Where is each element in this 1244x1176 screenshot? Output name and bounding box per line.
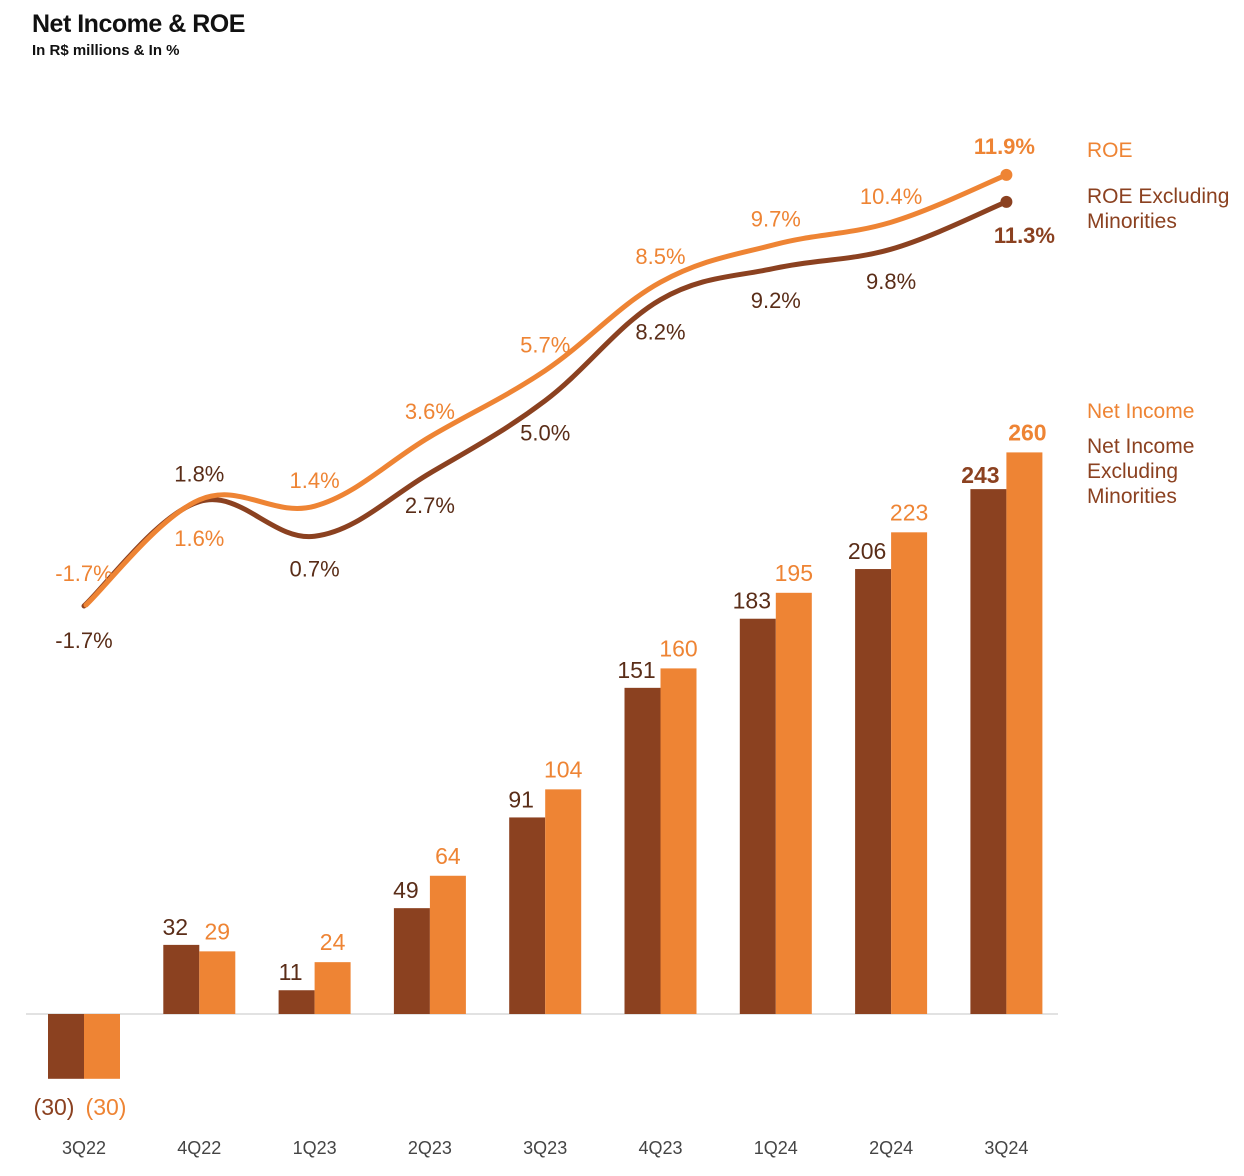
bar-net-income bbox=[84, 1014, 120, 1079]
line-roe-excluding-minorities-end-point bbox=[1000, 195, 1013, 208]
bar-label-ni-excluding-minorities: 206 bbox=[848, 538, 886, 564]
bar-ni-excluding-minorities bbox=[393, 908, 430, 1014]
line-roe-end-point bbox=[1000, 168, 1013, 181]
bar-ni-excluding-minorities bbox=[278, 990, 315, 1014]
roe-excluding-minorities-label: 5.0% bbox=[520, 421, 570, 446]
bar-ni-excluding-minorities bbox=[163, 944, 200, 1014]
roe-label: 1.4% bbox=[290, 468, 340, 493]
roe-label: 9.7% bbox=[751, 206, 801, 231]
bar-label-ni-excluding-minorities: 11 bbox=[279, 959, 303, 985]
roe-label: -1.7% bbox=[55, 561, 112, 586]
roe-excluding-minorities-label: 2.7% bbox=[405, 493, 455, 518]
category-label: 4Q23 bbox=[638, 1138, 682, 1158]
roe-label: 10.4% bbox=[860, 184, 922, 209]
bar-net-income bbox=[199, 951, 236, 1014]
bar-label-ni-excluding-minorities: 243 bbox=[961, 462, 999, 488]
roe-label: 3.6% bbox=[405, 399, 455, 424]
roe-excluding-minorities-label: 9.8% bbox=[866, 269, 916, 294]
category-label: 2Q24 bbox=[869, 1138, 913, 1158]
roe-label: 11.9% bbox=[974, 134, 1035, 159]
category-label: 1Q23 bbox=[293, 1138, 337, 1158]
bar-label-net-income: 104 bbox=[544, 756, 583, 782]
roe-excluding-minorities-label: 1.8% bbox=[174, 462, 224, 487]
roe-excluding-minorities-label: -1.7% bbox=[55, 628, 112, 653]
bar-net-income bbox=[545, 789, 582, 1014]
bar-label-net-income: 24 bbox=[320, 929, 346, 955]
bar-net-income bbox=[429, 875, 466, 1014]
bar-label-net-income: 260 bbox=[1008, 419, 1046, 445]
bar-label-ni-excluding-minorities: 151 bbox=[617, 657, 655, 683]
roe-excluding-minorities-label: 8.2% bbox=[635, 320, 685, 345]
roe-label: 5.7% bbox=[520, 333, 570, 358]
category-label: 3Q23 bbox=[523, 1138, 567, 1158]
legend-roe: ROE bbox=[1087, 139, 1133, 162]
bar-net-income bbox=[1006, 452, 1043, 1014]
chart-subtitle: In R$ millions & In % bbox=[32, 42, 180, 59]
bar-ni-excluding-minorities bbox=[970, 489, 1007, 1014]
legend-net-income: Net Income bbox=[1087, 400, 1195, 423]
bar-ni-excluding-minorities bbox=[48, 1014, 84, 1079]
roe-excluding-minorities-label: 0.7% bbox=[290, 556, 340, 581]
category-label: 1Q24 bbox=[754, 1138, 798, 1158]
bar-label-ni-excluding-minorities: 91 bbox=[508, 786, 534, 812]
bar-label-ni-excluding-minorities: 183 bbox=[733, 588, 771, 614]
roe-label: 1.6% bbox=[174, 526, 224, 551]
category-label: 3Q22 bbox=[62, 1138, 106, 1158]
bar-label-ni-excluding-minorities: 49 bbox=[393, 877, 419, 903]
bar-net-income bbox=[660, 668, 697, 1014]
roe-label: 8.5% bbox=[635, 244, 685, 269]
line-roe-excluding-minorities bbox=[81, 199, 1009, 609]
category-label: 2Q23 bbox=[408, 1138, 452, 1158]
bar-label-net-income: 195 bbox=[775, 560, 813, 586]
bar-net-income bbox=[314, 962, 351, 1014]
bar-label-net-income: (30) bbox=[86, 1094, 127, 1120]
bar-net-income bbox=[775, 592, 812, 1014]
category-label: 4Q22 bbox=[177, 1138, 221, 1158]
bar-net-income bbox=[891, 532, 928, 1014]
bar-label-net-income: 160 bbox=[659, 635, 697, 661]
chart-title: Net Income & ROE bbox=[32, 10, 245, 38]
legend-roe-excluding-minorities: ROE Excluding Minorities bbox=[1087, 185, 1230, 233]
bar-label-ni-excluding-minorities: (30) bbox=[34, 1094, 75, 1120]
bar-ni-excluding-minorities bbox=[509, 817, 546, 1014]
bar-label-net-income: 64 bbox=[435, 843, 461, 869]
legend-net-income-excluding-minorities: Net Income Excluding Minorities bbox=[1087, 435, 1195, 508]
category-label: 3Q24 bbox=[984, 1138, 1028, 1158]
line-roe bbox=[83, 172, 1009, 608]
bar-ni-excluding-minorities bbox=[855, 569, 892, 1014]
bar-ni-excluding-minorities bbox=[624, 687, 661, 1014]
roe-excluding-minorities-label: 11.3% bbox=[994, 223, 1055, 248]
bar-label-net-income: 29 bbox=[205, 918, 231, 944]
bar-label-ni-excluding-minorities: 32 bbox=[163, 914, 189, 940]
bar-ni-excluding-minorities bbox=[739, 618, 776, 1014]
roe-excluding-minorities-label: 9.2% bbox=[751, 288, 801, 313]
bar-label-net-income: 223 bbox=[890, 499, 928, 525]
